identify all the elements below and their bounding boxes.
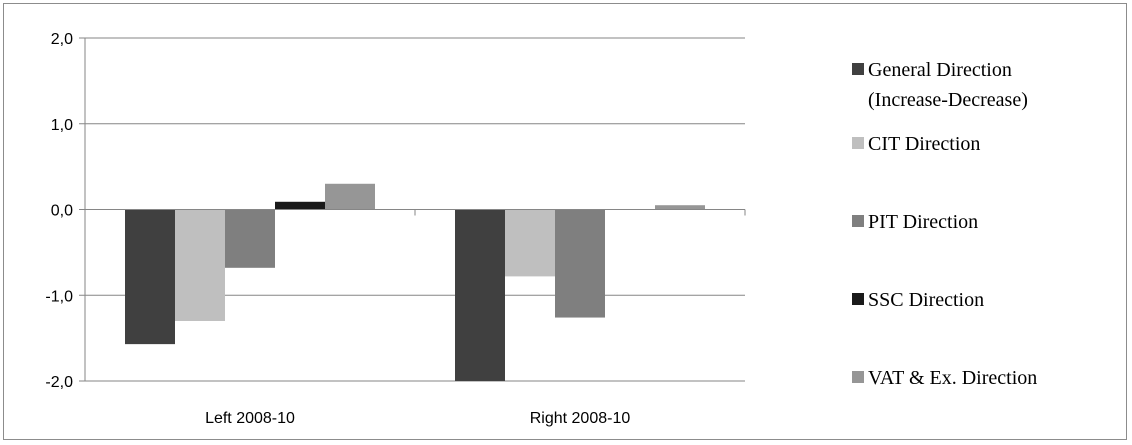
legend-label: PIT Direction — [868, 211, 978, 233]
y-tick-label: 0,0 — [51, 203, 73, 220]
bars — [125, 183, 705, 381]
legend-label: VAT & Ex. Direction — [868, 367, 1037, 389]
bar — [175, 209, 225, 321]
x-tick-label: Right 2008-10 — [530, 410, 631, 427]
legend-label: CIT Direction — [868, 133, 980, 155]
legend-label: (Increase-Decrease) — [868, 89, 1028, 111]
bar — [325, 183, 375, 210]
y-tick-label: -2,0 — [45, 374, 73, 391]
legend-swatch — [852, 63, 864, 75]
bar — [555, 209, 605, 318]
bar — [125, 209, 175, 345]
bar — [275, 201, 325, 210]
x-axis: Left 2008-10 Right 2008-10 — [84, 209, 746, 427]
legend-swatch — [852, 371, 864, 383]
y-tick-label: 1,0 — [51, 117, 73, 134]
y-tick-label: 2,0 — [51, 31, 73, 48]
legend-label: General Direction — [868, 59, 1012, 81]
bar — [225, 209, 275, 268]
bar — [455, 209, 505, 381]
legend-swatch — [852, 293, 864, 305]
legend-label: SSC Direction — [868, 289, 984, 311]
y-axis: 2,0 1,0 0,0 -1,0 -2,0 — [45, 31, 73, 391]
bar — [655, 205, 705, 210]
legend-swatch — [852, 215, 864, 227]
y-tick-label: -1,0 — [45, 288, 73, 305]
legend: General Direction (Increase-Decrease) CIT … — [852, 59, 1037, 389]
bar — [505, 209, 555, 277]
legend-swatch — [852, 137, 864, 149]
x-tick-label: Left 2008-10 — [205, 410, 295, 427]
